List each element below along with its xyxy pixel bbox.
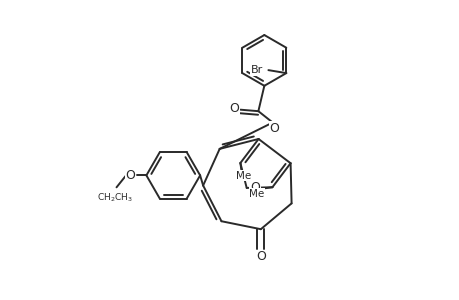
Text: O: O xyxy=(125,169,135,182)
Text: O: O xyxy=(250,182,259,194)
Text: O: O xyxy=(229,102,239,115)
Text: O: O xyxy=(269,122,279,135)
Text: O: O xyxy=(255,250,265,263)
Text: $\mathsf{CH_2CH_3}$: $\mathsf{CH_2CH_3}$ xyxy=(97,191,133,204)
Text: Me: Me xyxy=(249,189,264,199)
Text: Br: Br xyxy=(250,65,263,75)
Text: Me: Me xyxy=(235,171,251,181)
